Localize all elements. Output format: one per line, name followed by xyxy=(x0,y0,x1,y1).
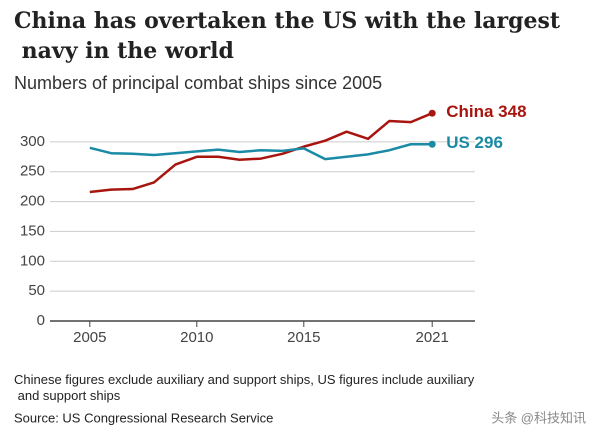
x-tick-label: 2005 xyxy=(73,329,106,346)
x-tick-label: 2015 xyxy=(287,329,320,346)
y-tick-label: 200 xyxy=(20,193,45,210)
end-label: China 348 xyxy=(446,103,526,122)
y-tick-label: 300 xyxy=(20,133,45,150)
text-line: China has overtaken the US with the larg… xyxy=(14,8,561,34)
y-tick-label: 250 xyxy=(20,163,45,180)
y-tick-label: 0 xyxy=(37,312,45,329)
text-line: and support ships xyxy=(14,388,121,403)
x-tick-label: 2010 xyxy=(180,329,213,346)
y-tick-label: 150 xyxy=(20,222,45,239)
end-value: 348 xyxy=(498,103,526,122)
watermark: 头条 @科技知讯 xyxy=(491,410,586,425)
series-line xyxy=(89,112,433,194)
series-name: China xyxy=(446,103,494,122)
end-value: 296 xyxy=(475,134,503,153)
end-point xyxy=(428,109,436,117)
series-line xyxy=(89,142,433,161)
end-point xyxy=(428,140,436,148)
x-tick-label: 2021 xyxy=(416,329,449,346)
end-label: US 296 xyxy=(446,134,503,153)
chart-subtitle: Numbers of principal combat ships since … xyxy=(14,73,382,93)
y-tick-label: 50 xyxy=(28,282,45,299)
chart-title: China has overtaken the US with the larg… xyxy=(14,8,561,64)
text-line: navy in the world xyxy=(14,38,234,64)
chart-source: Source: US Congressional Research Servic… xyxy=(14,410,273,425)
y-tick-label: 100 xyxy=(20,252,45,269)
series-name: US xyxy=(446,134,470,153)
text-line: Chinese figures exclude auxiliary and su… xyxy=(14,372,475,387)
chart-note: Chinese figures exclude auxiliary and su… xyxy=(14,372,475,403)
